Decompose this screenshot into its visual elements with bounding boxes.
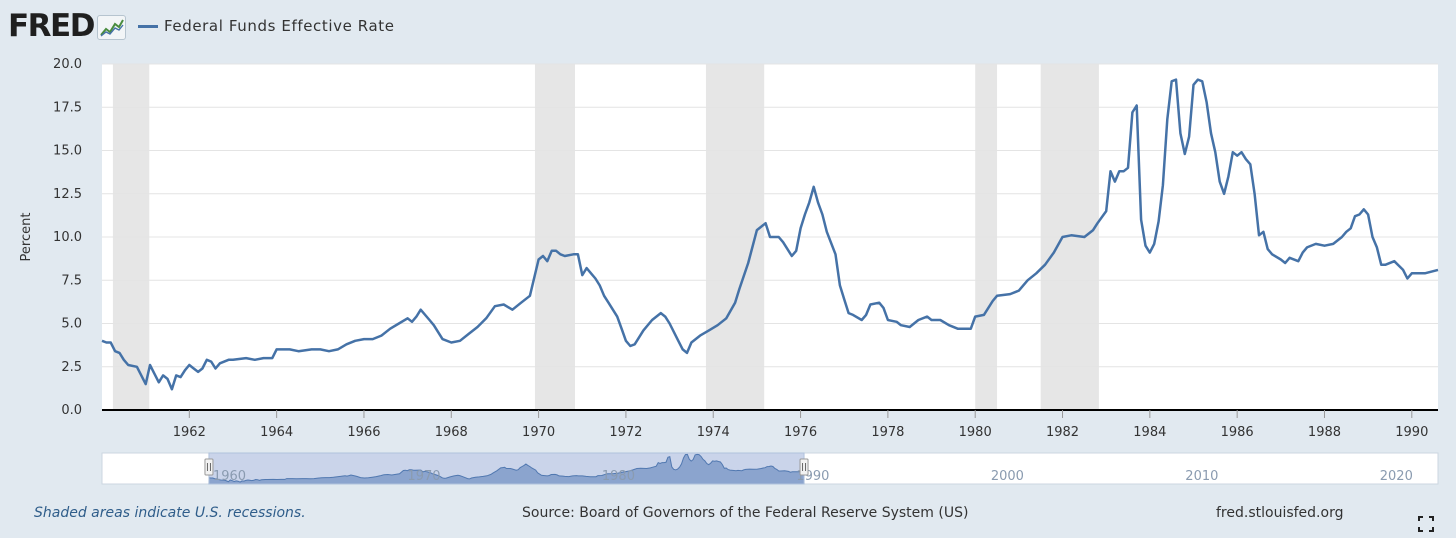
line-chart-icon [96, 14, 126, 40]
navigator-label: 2020 [1380, 469, 1413, 484]
x-tick-label: 1966 [347, 425, 380, 440]
navigator-label: 2000 [991, 469, 1024, 484]
chart-header: FRED Federal Funds Effective Rate [8, 8, 395, 44]
navigator-label: 1960 [213, 469, 246, 484]
y-tick-label: 2.5 [61, 360, 82, 375]
site-link[interactable]: fred.stlouisfed.org [1216, 505, 1344, 521]
x-tick-label: 1962 [173, 425, 206, 440]
navigator-series [208, 453, 805, 485]
fred-logo[interactable]: FRED [8, 8, 95, 44]
legend-label: Federal Funds Effective Rate [163, 17, 395, 35]
x-tick-label: 1972 [609, 425, 642, 440]
x-tick-label: 1984 [1133, 425, 1166, 440]
chart-canvas: 0.0 2.5 5.0 7.5 10.0 12.5 15.0 17.5 20.0 1962 196… [19, 57, 1439, 485]
y-axis-label: Percent [19, 213, 34, 262]
navigator-label: 1980 [602, 469, 635, 484]
x-tick-label: 1968 [435, 425, 468, 440]
x-tick-label: 1990 [1395, 425, 1428, 440]
y-tick-label: 0.0 [61, 403, 82, 418]
x-tick-label: 1964 [260, 425, 293, 440]
y-tick-label: 5.0 [61, 317, 82, 332]
y-tick-label: 20.0 [53, 57, 82, 72]
x-tick-label: 1978 [871, 425, 904, 440]
navigator-selection[interactable] [208, 452, 805, 485]
series-line[interactable] [101, 78, 1439, 391]
navigator-label: 2010 [1185, 469, 1218, 484]
x-tick-label: 1980 [959, 425, 992, 440]
legend-swatch [137, 24, 158, 28]
y-tick-label: 7.5 [61, 273, 82, 288]
recession-note: Shaded areas indicate U.S. recessions. [34, 505, 306, 521]
y-tick-label: 12.5 [53, 187, 82, 202]
navigator-handle-left[interactable] [204, 458, 214, 476]
x-tick-label: 1974 [697, 425, 730, 440]
legend[interactable]: Federal Funds Effective Rate [137, 17, 395, 35]
x-tick-label: 1988 [1308, 425, 1341, 440]
y-tick-label: 17.5 [53, 100, 82, 115]
y-tick-label: 10.0 [53, 230, 82, 245]
x-tick-label: 1986 [1221, 425, 1254, 440]
fullscreen-icon[interactable] [1418, 516, 1434, 532]
navigator-handle-right[interactable] [799, 458, 809, 476]
x-tick-label: 1982 [1046, 425, 1079, 440]
x-tick-label: 1970 [522, 425, 555, 440]
x-tick-label: 1976 [784, 425, 817, 440]
y-tick-label: 15.0 [53, 144, 82, 159]
source-text: Source: Board of Governors of the Federa… [522, 505, 969, 521]
navigator-label: 1970 [407, 469, 440, 484]
